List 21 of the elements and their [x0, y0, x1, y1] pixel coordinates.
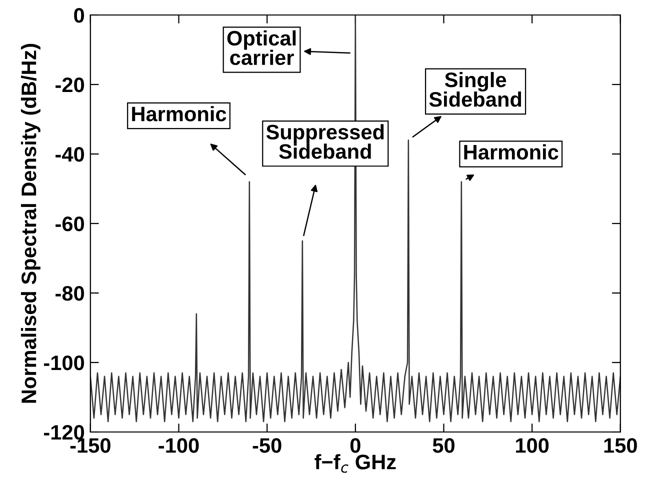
y-tick-label: -40	[56, 147, 84, 162]
x-axis-title: f−f$_{c}$ GHz	[314, 454, 396, 473]
y-tick-label: -100	[44, 356, 84, 370]
x-tick-label: 150	[604, 438, 637, 453]
y-tick-label: -60	[56, 216, 84, 232]
annotation: Suppressed Sideband	[266, 124, 384, 159]
y-tick-label: -20	[56, 78, 84, 92]
y-tick-label: -120	[44, 425, 84, 440]
x-tick-label: -100	[158, 438, 199, 453]
annotation: Harmonic	[464, 144, 558, 160]
y-tick-label: -80	[56, 286, 84, 301]
annotation: Single Sideband	[429, 72, 522, 107]
x-tick-label: -150	[70, 438, 110, 453]
annotation: Optical carrier	[227, 30, 296, 66]
annotation: Harmonic	[132, 106, 226, 122]
y-axis-title: Normalised Spectral Density (dB/Hz)	[20, 44, 40, 403]
x-tick-label: 100	[516, 438, 549, 453]
x-tick-label: -50	[252, 438, 282, 453]
y-tick-label: 0	[74, 8, 84, 23]
x-tick-label: 50	[432, 438, 454, 453]
x-tick-label: 0	[350, 438, 360, 453]
